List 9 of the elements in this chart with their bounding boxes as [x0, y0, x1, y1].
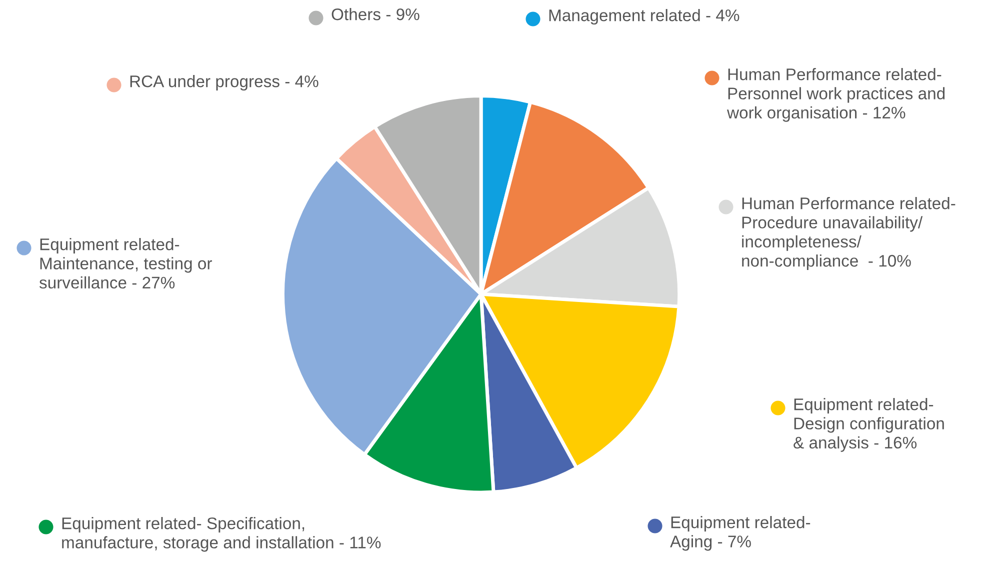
- legend-label: Human Performance related- Personnel work practices and work organisation - 12%: [726, 68, 945, 122]
- legend-label: RCA under progress - 4%: [130, 75, 318, 91]
- legend-label: Equipment related- Aging - 7%: [670, 516, 810, 551]
- legend-label: Equipment related- Maintenance, testing or surveillance - 27%: [39, 238, 212, 289]
- legend-label: Equipment related- Specification, manufacture, storage and installation - 11%: [62, 517, 381, 552]
- legend-label: Equipment related- Design configuration & analysis - 16%: [794, 398, 944, 452]
- legend-label: Others - 9%: [332, 8, 420, 20]
- legend-label: Management related - 4%: [549, 9, 740, 25]
- legend-label: Human Performance related- Procedure unavailability/ incompleteness/ non-compliance - 10%: [742, 197, 956, 270]
